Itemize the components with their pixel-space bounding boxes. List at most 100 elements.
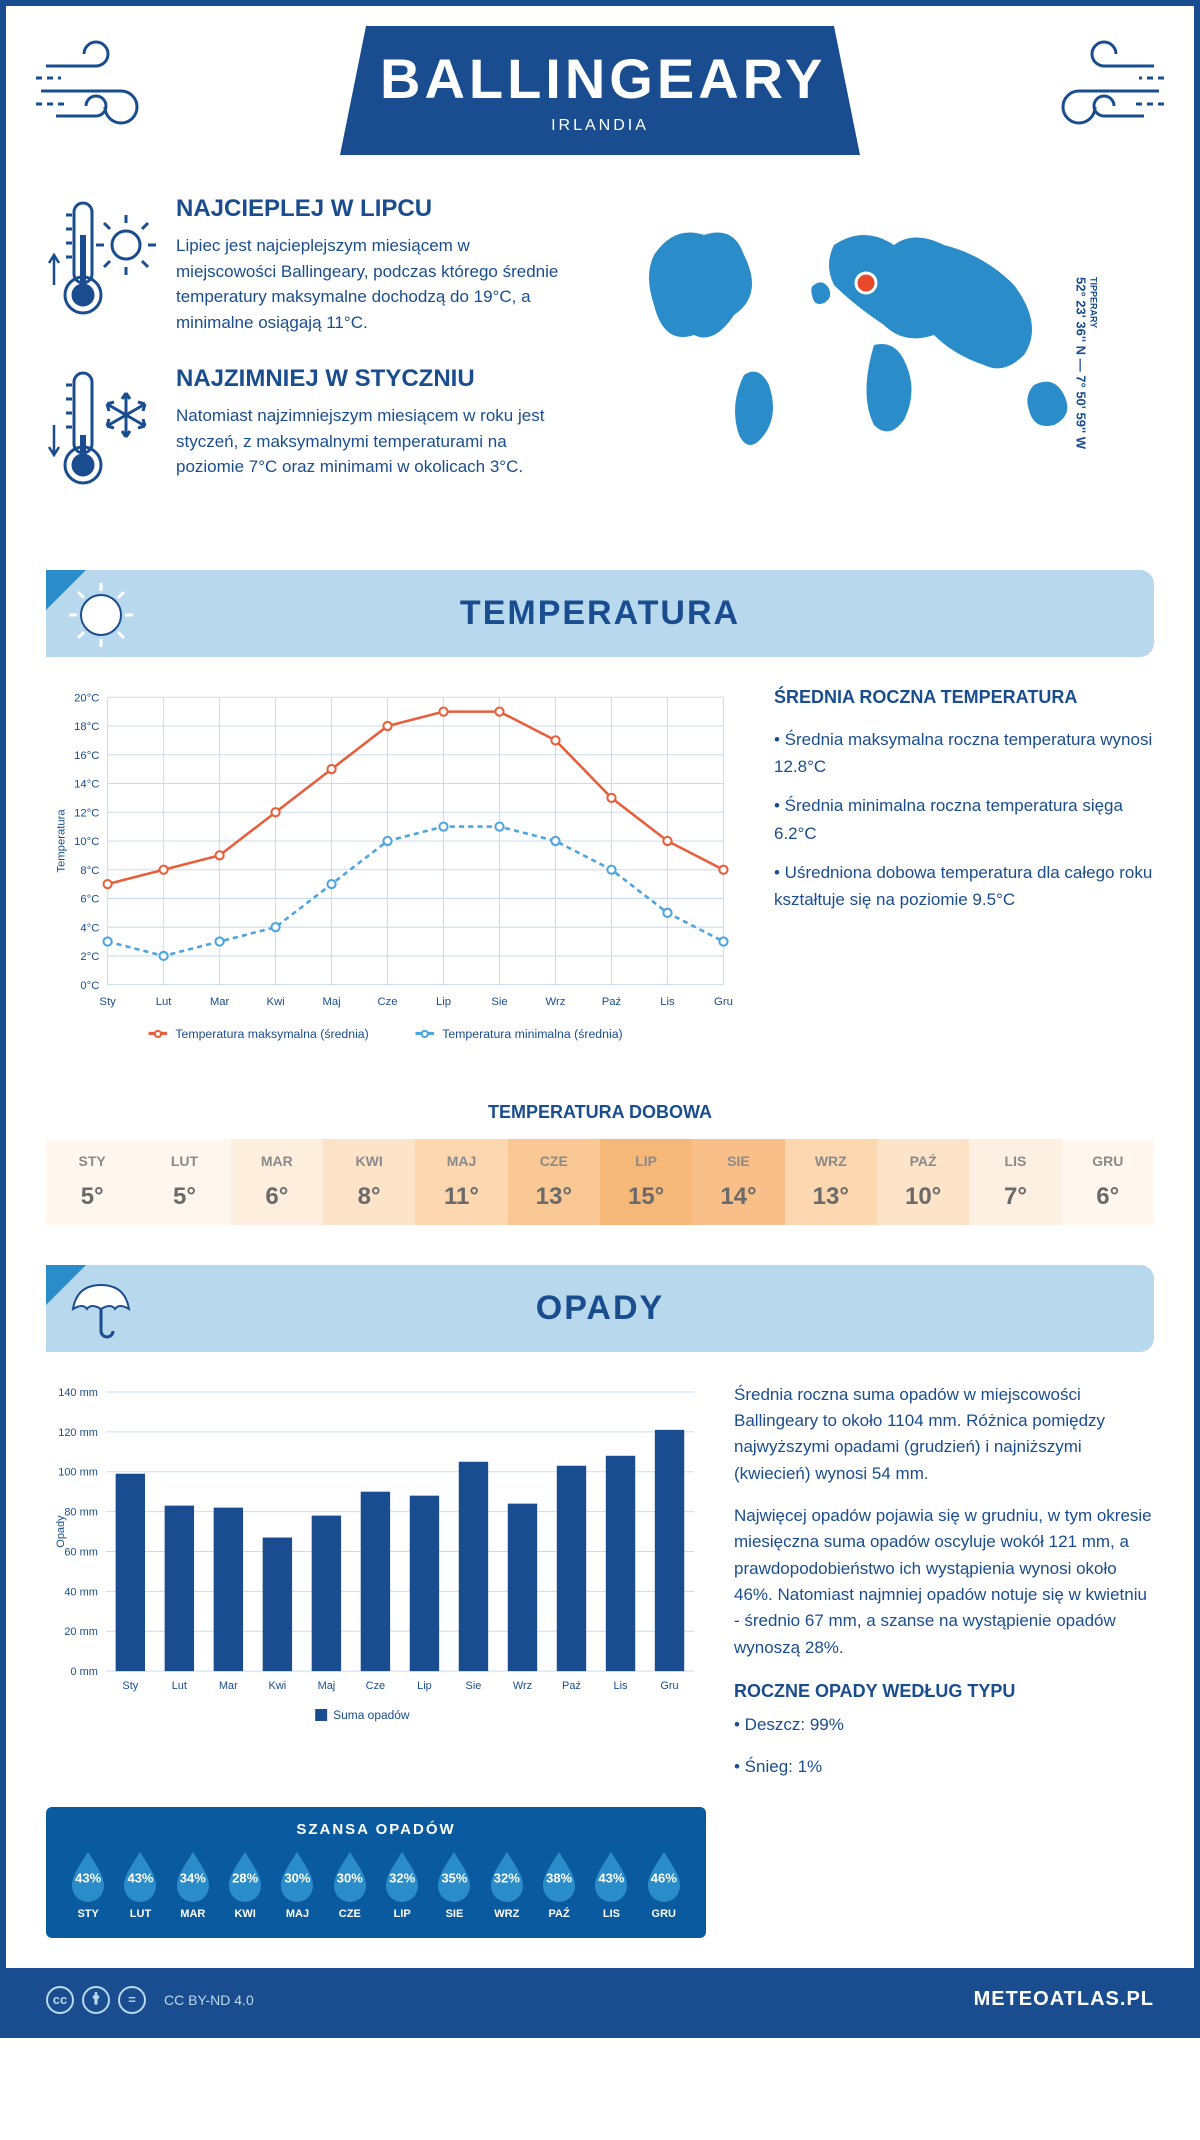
temperature-section-title: TEMPERATURA — [86, 594, 1114, 633]
svg-text:Wrz: Wrz — [513, 1680, 532, 1692]
daily-temp-cell: LUT 5° — [138, 1139, 230, 1225]
chance-percent: 43% — [75, 1870, 101, 1885]
daily-temp-value: 8° — [327, 1183, 411, 1211]
temp-stats-title: ŚREDNIA ROCZNA TEMPERATURA — [774, 687, 1154, 708]
chance-item: 32% LIP — [376, 1848, 428, 1920]
temperature-line-chart: 0°C2°C4°C6°C8°C10°C12°C14°C16°C18°C20°CS… — [46, 687, 744, 1062]
chance-month: MAR — [167, 1908, 219, 1920]
daily-temp-title: TEMPERATURA DOBOWA — [46, 1102, 1154, 1123]
chance-percent: 28% — [232, 1870, 258, 1885]
svg-text:2°C: 2°C — [80, 951, 99, 963]
svg-text:Suma opadów: Suma opadów — [333, 1707, 410, 1721]
svg-text:Lip: Lip — [417, 1680, 432, 1692]
svg-text:140 mm: 140 mm — [58, 1386, 98, 1398]
chance-month: LIS — [585, 1908, 637, 1920]
daily-temp-month: PAŹ — [881, 1153, 965, 1169]
daily-temp-cell: CZE 13° — [508, 1139, 600, 1225]
svg-text:Sie: Sie — [491, 996, 507, 1008]
chance-item: 35% SIE — [428, 1848, 480, 1920]
daily-temp-month: SIE — [696, 1153, 780, 1169]
license-icons: cc 🛉 = CC BY-ND 4.0 — [46, 1986, 254, 2014]
daily-temperature-table: TEMPERATURA DOBOWA STY 5° LUT 5° MAR 6° … — [6, 1092, 1194, 1265]
svg-text:Cze: Cze — [378, 996, 398, 1008]
daily-temp-value: 5° — [50, 1183, 134, 1211]
svg-text:Lut: Lut — [172, 1680, 187, 1692]
chance-month: CZE — [324, 1908, 376, 1920]
svg-text:20°C: 20°C — [74, 692, 99, 704]
chance-percent: 30% — [337, 1870, 363, 1885]
svg-text:10°C: 10°C — [74, 836, 99, 848]
temperature-summary: NAJCIEPLEJ W LIPCU Lipiec jest najcieple… — [46, 195, 574, 530]
svg-text:Cze: Cze — [366, 1680, 385, 1692]
temperature-chart-row: 0°C2°C4°C6°C8°C10°C12°C14°C16°C18°C20°CS… — [6, 657, 1194, 1092]
chance-item: 30% CZE — [324, 1848, 376, 1920]
world-map-area: TIPPERARY 52° 23' 36'' N — 7° 50' 59'' W — [614, 195, 1154, 530]
hottest-text: Lipiec jest najcieplejszym miesiącem w m… — [176, 233, 574, 335]
raindrop-icon: 43% — [118, 1848, 162, 1902]
svg-text:Temperatura minimalna (średnia: Temperatura minimalna (średnia) — [442, 1027, 622, 1041]
svg-text:0°C: 0°C — [80, 980, 99, 992]
raindrop-icon: 43% — [589, 1848, 633, 1902]
daily-temp-value: 6° — [235, 1183, 319, 1211]
chance-item: 46% GRU — [638, 1848, 690, 1920]
temperature-section-banner: TEMPERATURA — [46, 570, 1154, 657]
svg-text:Sty: Sty — [122, 1680, 138, 1692]
header: BALLINGEARY IRLANDIA — [6, 6, 1194, 195]
precipitation-section-banner: OPADY — [46, 1265, 1154, 1352]
svg-text:40 mm: 40 mm — [64, 1586, 97, 1598]
svg-text:Lis: Lis — [613, 1680, 628, 1692]
chance-item: 38% PAŹ — [533, 1848, 585, 1920]
chance-percent: 46% — [651, 1870, 677, 1885]
daily-temp-value: 14° — [696, 1183, 780, 1211]
chance-month: LIP — [376, 1908, 428, 1920]
raindrop-icon: 32% — [485, 1848, 529, 1902]
daily-temp-cell: PAŹ 10° — [877, 1139, 969, 1225]
chance-month: STY — [62, 1908, 114, 1920]
chance-item: 34% MAR — [167, 1848, 219, 1920]
coldest-title: NAJZIMNIEJ W STYCZNIU — [176, 365, 574, 393]
svg-text:6°C: 6°C — [80, 894, 99, 906]
precipitation-chance-box: SZANSA OPADÓW 43% STY 43% LUT 34% MAR 28… — [46, 1807, 706, 1938]
country-name: IRLANDIA — [380, 117, 820, 135]
chance-item: 43% LUT — [114, 1848, 166, 1920]
daily-temp-month: KWI — [327, 1153, 411, 1169]
temp-stats-p1: • Średnia maksymalna roczna temperatura … — [774, 726, 1154, 780]
chance-title: SZANSA OPADÓW — [62, 1821, 690, 1838]
daily-temp-month: CZE — [512, 1153, 596, 1169]
chance-month: WRZ — [481, 1908, 533, 1920]
coordinates: TIPPERARY 52° 23' 36'' N — 7° 50' 59'' W — [1073, 276, 1098, 448]
site-name: METEOATLAS.PL — [974, 1988, 1154, 2011]
raindrop-icon: 28% — [223, 1848, 267, 1902]
svg-text:Paź: Paź — [562, 1680, 581, 1692]
chance-month: LUT — [114, 1908, 166, 1920]
daily-temp-value: 15° — [604, 1183, 688, 1211]
daily-temp-month: WRZ — [789, 1153, 873, 1169]
chance-percent: 38% — [546, 1870, 572, 1885]
svg-text:Lip: Lip — [436, 996, 451, 1008]
hottest-block: NAJCIEPLEJ W LIPCU Lipiec jest najcieple… — [46, 195, 574, 335]
raindrop-icon: 35% — [432, 1848, 476, 1902]
svg-text:Wrz: Wrz — [546, 996, 566, 1008]
daily-temp-value: 6° — [1066, 1183, 1150, 1211]
chance-month: GRU — [638, 1908, 690, 1920]
svg-text:Temperatura: Temperatura — [55, 809, 67, 873]
chance-month: PAŹ — [533, 1908, 585, 1920]
svg-text:Gru: Gru — [660, 1680, 678, 1692]
chance-percent: 43% — [598, 1870, 624, 1885]
svg-text:120 mm: 120 mm — [58, 1426, 98, 1438]
footer: cc 🛉 = CC BY-ND 4.0 METEOATLAS.PL — [6, 1968, 1194, 2032]
daily-temp-month: LIP — [604, 1153, 688, 1169]
chance-item: 32% WRZ — [481, 1848, 533, 1920]
raindrop-icon: 46% — [642, 1848, 686, 1902]
precip-type-title: ROCZNE OPADY WEDŁUG TYPU — [734, 1681, 1154, 1702]
chance-percent: 43% — [127, 1870, 153, 1885]
svg-text:60 mm: 60 mm — [64, 1546, 97, 1558]
precipitation-row: 0 mm20 mm40 mm60 mm80 mm100 mm120 mm140 … — [6, 1352, 1194, 1807]
precipitation-bar-chart: 0 mm20 mm40 mm60 mm80 mm100 mm120 mm140 … — [46, 1382, 704, 1797]
cc-icon: cc — [46, 1986, 74, 2014]
precip-type-rain: • Deszcz: 99% — [734, 1712, 1154, 1738]
daily-temp-cell: LIS 7° — [969, 1139, 1061, 1225]
wind-icon-right — [1024, 36, 1164, 151]
chance-item: 30% MAJ — [271, 1848, 323, 1920]
svg-text:4°C: 4°C — [80, 922, 99, 934]
